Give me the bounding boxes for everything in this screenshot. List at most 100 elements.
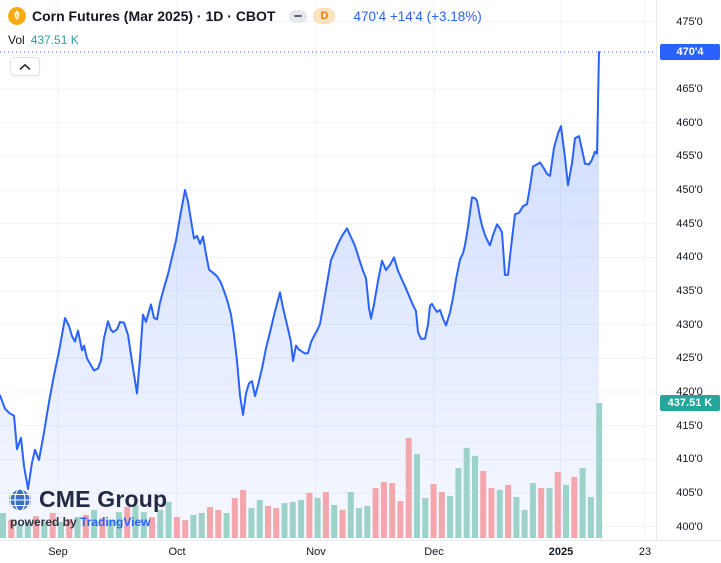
time-axis-label: Oct	[168, 546, 186, 558]
chevron-up-icon	[19, 63, 31, 70]
symbol-title[interactable]: Corn Futures (Mar 2025) · 1D · CBOT	[32, 8, 276, 24]
volume-bar	[596, 403, 603, 538]
globe-icon	[9, 487, 31, 512]
volume-bar	[0, 513, 6, 538]
watermark: CME Group powered by TradingView	[8, 486, 167, 529]
price-axis-label: 430'0	[676, 318, 703, 331]
volume-bar	[198, 513, 205, 538]
volume-bar	[554, 472, 561, 538]
volume-bar	[430, 484, 437, 538]
volume-value-badge: 437.51 K	[660, 395, 720, 411]
volume-bar	[438, 492, 445, 538]
volume-bar	[356, 508, 362, 538]
price-chart[interactable]	[0, 0, 656, 540]
price-axis-label: 400'0	[676, 520, 703, 533]
volume-bar	[298, 500, 305, 538]
volume-bar	[339, 509, 346, 538]
volume-bar	[248, 508, 255, 538]
cme-logo[interactable]: CME Group	[8, 486, 167, 513]
volume-bar	[107, 520, 114, 538]
volume-bar	[157, 509, 164, 538]
time-axis-label: Dec	[424, 546, 444, 558]
powered-by-text: powered by	[10, 515, 77, 529]
volume-bar	[115, 512, 122, 538]
volume-bar	[496, 489, 503, 538]
volume-bar	[190, 514, 197, 538]
volume-legend: Vol 437.51 K	[8, 33, 79, 47]
volume-bar	[529, 483, 536, 538]
volume-bar	[397, 501, 404, 538]
volume-bar	[472, 455, 478, 538]
time-axis-label: 2025	[548, 546, 574, 558]
volume-bar	[372, 488, 379, 538]
price-axis-label: 435'0	[676, 285, 703, 298]
corn-icon	[8, 7, 26, 25]
volume-value: 437.51 K	[30, 33, 79, 47]
volume-bar	[207, 507, 213, 538]
collapse-panel-button[interactable]	[10, 57, 40, 76]
volume-bar	[140, 512, 147, 538]
price-axis-label: 455'0	[676, 150, 703, 163]
volume-bar	[66, 518, 73, 538]
volume-bar	[488, 488, 495, 538]
minus-icon	[294, 15, 303, 17]
volume-bar	[563, 484, 569, 538]
price-axis-label: 445'0	[676, 217, 703, 230]
price-line	[0, 51, 600, 490]
current-price-badge: 470'4	[660, 43, 720, 60]
volume-bar	[447, 496, 454, 538]
price-axis-label: 440'0	[676, 251, 703, 264]
volume-bar	[165, 501, 172, 538]
volume-bars	[0, 403, 603, 538]
volume-bar	[546, 488, 553, 538]
volume-bar	[314, 497, 321, 538]
price-axis-label: 415'0	[676, 419, 703, 432]
time-axis[interactable]: Sep Oct Nov Dec 2025 23	[0, 540, 721, 563]
volume-bar	[215, 509, 222, 538]
volume-bar	[587, 497, 594, 538]
volume-bar	[306, 492, 313, 538]
volume-bar	[99, 517, 106, 538]
volume-bar	[8, 520, 15, 538]
volume-bar	[182, 520, 189, 538]
volume-bar	[74, 517, 81, 538]
price-change-percent: (+3.18%)	[426, 8, 482, 24]
volume-bar	[273, 508, 280, 538]
price-axis-label: 460'0	[676, 116, 703, 129]
time-axis-label: Sep	[48, 546, 68, 558]
volume-bar	[173, 517, 180, 538]
volume-bar	[389, 483, 396, 538]
time-axis-label: Nov	[306, 546, 326, 558]
price-axis-label: 450'0	[676, 184, 703, 197]
volume-bar	[223, 513, 230, 538]
price-axis[interactable]: 475'0470'0465'0460'0455'0450'0445'0440'0…	[656, 0, 721, 540]
volume-bar	[41, 522, 48, 538]
volume-bar	[132, 505, 139, 538]
price-axis-label: 465'0	[676, 83, 703, 96]
price-change-value: +14'4	[389, 8, 423, 24]
price-axis-label: 410'0	[676, 453, 703, 466]
volume-bar	[455, 468, 462, 538]
volume-bar	[265, 505, 271, 538]
volume-bar	[49, 513, 56, 538]
volume-bar	[463, 447, 470, 538]
volume-bar	[538, 488, 545, 538]
price-axis-label: 405'0	[676, 487, 703, 499]
volume-bar	[289, 501, 296, 538]
volume-bar	[331, 505, 338, 538]
volume-bar	[422, 497, 429, 538]
volume-bar	[24, 522, 31, 538]
volume-bar	[91, 509, 98, 538]
time-axis-label: 23	[638, 546, 652, 558]
collapse-legend-button[interactable]	[289, 9, 308, 23]
volume-bar	[149, 517, 155, 538]
volume-bar	[124, 507, 131, 538]
volume-bar	[33, 516, 40, 538]
interval-badge[interactable]: D	[313, 8, 336, 24]
tradingview-link[interactable]: TradingView	[80, 515, 151, 529]
volume-bar	[414, 454, 420, 538]
volume-bar	[231, 497, 238, 538]
area-fill	[0, 52, 599, 538]
volume-bar	[16, 524, 23, 538]
